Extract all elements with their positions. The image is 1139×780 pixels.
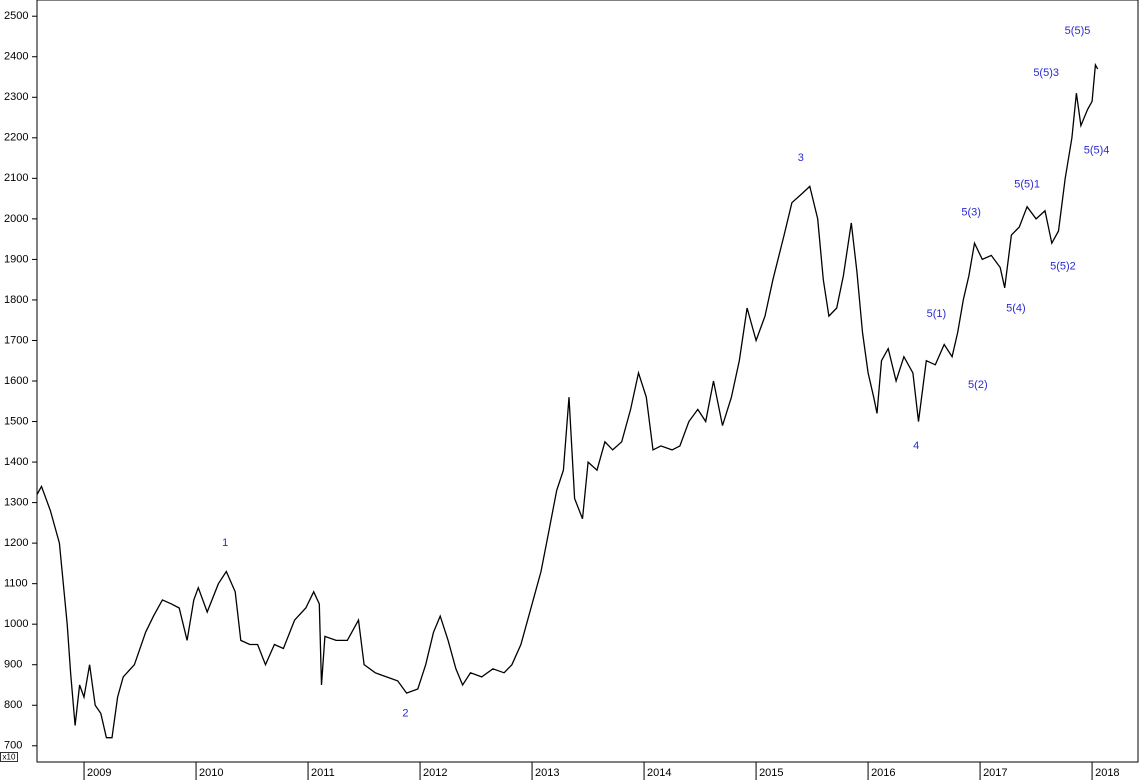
x-tick-label: 2018 bbox=[1095, 767, 1119, 779]
wave-label: 5(4) bbox=[1006, 302, 1026, 314]
wave-label: 5(5)3 bbox=[1033, 67, 1059, 79]
y-tick-label: 800 bbox=[4, 699, 22, 711]
price-line bbox=[36, 62, 1099, 739]
x-tick-label: 2016 bbox=[871, 767, 895, 779]
x-tick-label: 2013 bbox=[535, 767, 559, 779]
y-tick-label: 1300 bbox=[4, 497, 28, 509]
y-tick-label: 1100 bbox=[4, 578, 28, 590]
wave-label: 5(1) bbox=[927, 308, 947, 320]
wave-label: 5(5)2 bbox=[1050, 261, 1076, 273]
y-tick-label: 2200 bbox=[4, 132, 28, 144]
wave-label: 5(5)4 bbox=[1084, 145, 1110, 157]
x-tick-label: 2015 bbox=[759, 767, 783, 779]
plot-frame bbox=[36, 0, 1139, 763]
wave-label: 5(5)5 bbox=[1065, 25, 1091, 37]
y-tick-label: 1700 bbox=[4, 334, 28, 346]
y-tick-label: 1000 bbox=[4, 618, 28, 630]
x-tick-label: 2014 bbox=[647, 767, 671, 779]
y-tick-label: 700 bbox=[4, 740, 22, 752]
y-tick-label: 1400 bbox=[4, 456, 28, 468]
wave-label: 5(5)1 bbox=[1014, 179, 1040, 191]
y-tick-label: 1800 bbox=[4, 294, 28, 306]
y-tick-label: 1200 bbox=[4, 537, 28, 549]
x-tick-label: 2017 bbox=[983, 767, 1007, 779]
wave-label: 2 bbox=[402, 707, 408, 719]
y-tick-label: 900 bbox=[4, 659, 22, 671]
x-tick-label: 2012 bbox=[423, 767, 447, 779]
y-unit-label: x10 bbox=[3, 753, 16, 762]
y-tick-label: 2500 bbox=[4, 10, 28, 22]
wave-label: 3 bbox=[798, 152, 804, 164]
wave-label: 5(3) bbox=[961, 207, 981, 219]
y-tick-label: 2400 bbox=[4, 51, 28, 63]
wave-label: 1 bbox=[222, 537, 228, 549]
y-tick-label: 1900 bbox=[4, 253, 28, 265]
y-tick-label: 1600 bbox=[4, 375, 28, 387]
y-tick-label: 2000 bbox=[4, 213, 28, 225]
wave-label: 4 bbox=[913, 440, 919, 452]
x-tick-label: 2011 bbox=[311, 767, 335, 779]
y-tick-label: 2100 bbox=[4, 172, 28, 184]
x-tick-label: 2009 bbox=[87, 767, 111, 779]
unit-box bbox=[0, 752, 18, 762]
y-tick-label: 1500 bbox=[4, 415, 28, 427]
x-tick-label: 2010 bbox=[199, 767, 223, 779]
wave-label: 5(2) bbox=[968, 379, 988, 391]
y-tick-label: 2300 bbox=[4, 91, 28, 103]
